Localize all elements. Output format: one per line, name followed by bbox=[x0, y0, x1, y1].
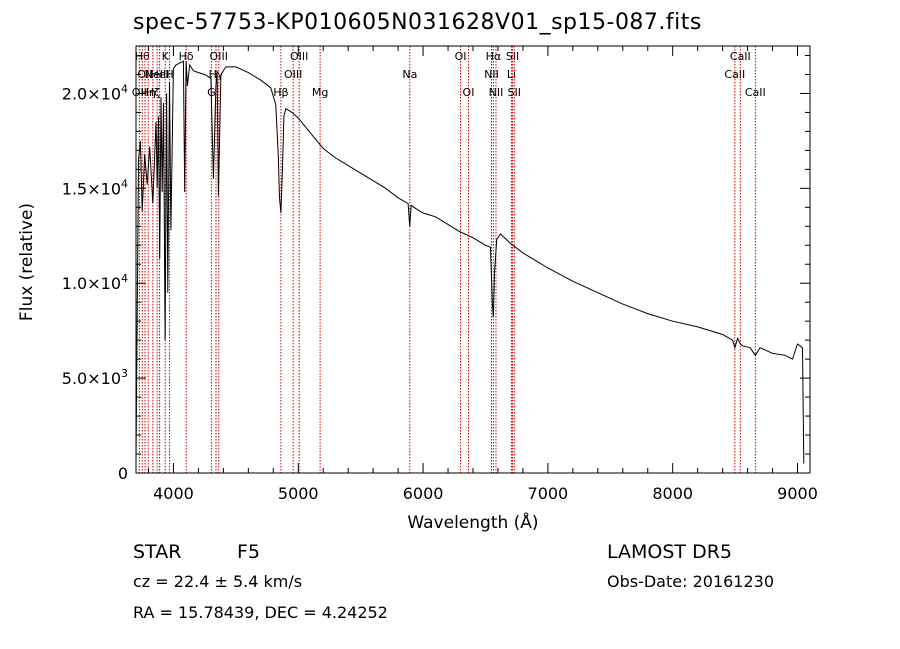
line-marker-label: Hδ bbox=[179, 50, 194, 63]
y-tick-mantissa: 1.0×10 bbox=[62, 274, 121, 293]
spectral-line-markers: OIIHθOIIHηHζNeIIIHeIKHHδGHγOIIIHβOIIIOII… bbox=[132, 46, 766, 473]
line-marker-label: OIII bbox=[284, 68, 302, 81]
x-tick-label: 4000 bbox=[153, 484, 194, 503]
line-marker-label: Na bbox=[402, 68, 417, 81]
line-marker-label: Li bbox=[507, 68, 516, 81]
line-marker-label: Hζ bbox=[146, 86, 160, 99]
line-marker-label: HeI bbox=[150, 68, 168, 81]
line-marker-label: Mg bbox=[312, 86, 328, 99]
line-marker-label: OIII bbox=[210, 50, 228, 63]
y-tick-exponent: 4 bbox=[121, 82, 128, 95]
survey-name: LAMOST DR5 bbox=[607, 541, 732, 563]
redshift-text: cz = 22.4 ± 5.4 km/s bbox=[133, 572, 303, 591]
chart-title: spec-57753-KP010605N031628V01_sp15-087.f… bbox=[133, 10, 702, 35]
line-marker-label: OII bbox=[137, 68, 152, 81]
y-tick-mantissa: 0 bbox=[118, 464, 128, 483]
line-marker-label: SII bbox=[506, 50, 519, 63]
line-marker-label: NII bbox=[489, 86, 504, 99]
line-marker-label: OIII bbox=[290, 50, 308, 63]
line-marker-label: Hα bbox=[486, 50, 502, 63]
y-tick-exponent: 4 bbox=[121, 177, 128, 190]
object-subclass: F5 bbox=[237, 541, 261, 563]
x-tick-label: 6000 bbox=[403, 484, 444, 503]
plot-frame bbox=[135, 45, 811, 474]
x-axis-label: Wavelength (Å) bbox=[407, 511, 538, 533]
line-marker-label: CaII bbox=[730, 50, 751, 63]
line-marker-label: Hη bbox=[141, 86, 156, 99]
y-tick-mantissa: 2.0×10 bbox=[62, 84, 121, 103]
y-tick-exponent: 4 bbox=[121, 272, 128, 285]
line-marker-label: Hθ bbox=[135, 50, 150, 63]
y-axis-label: Flux (relative) bbox=[17, 203, 37, 321]
y-tick-label: 1.0×104 bbox=[62, 272, 128, 293]
y-tick-mantissa: 1.5×10 bbox=[62, 179, 121, 198]
line-marker-label: OI bbox=[455, 50, 467, 63]
x-axis: 4000 5000 6000 7000 8000 9000 bbox=[147, 46, 818, 503]
x-tick-label: 8000 bbox=[652, 484, 693, 503]
line-marker-label: CaII bbox=[745, 86, 766, 99]
coordinates: RA = 15.78439, DEC = 4.24252 bbox=[133, 603, 388, 622]
line-marker-label: NeIII bbox=[145, 68, 170, 81]
y-tick-label: 0 bbox=[118, 464, 128, 483]
x-tick-label: 9000 bbox=[777, 484, 818, 503]
line-marker-label: NII bbox=[484, 68, 499, 81]
line-marker-label: H bbox=[165, 68, 173, 81]
x-tick-label: 5000 bbox=[278, 484, 319, 503]
obs-date: Obs-Date: 20161230 bbox=[607, 572, 775, 591]
y-tick-mantissa: 5.0×10 bbox=[62, 369, 121, 388]
y-tick-label: 1.5×104 bbox=[62, 177, 128, 198]
y-tick-exponent: 3 bbox=[121, 367, 128, 380]
object-class: STAR bbox=[133, 541, 182, 563]
y-tick-label: 5.0×103 bbox=[62, 367, 128, 388]
spectrum-line bbox=[135, 60, 805, 464]
line-marker-label: CaII bbox=[724, 68, 745, 81]
line-marker-label: K bbox=[162, 50, 170, 63]
x-tick-label: 7000 bbox=[528, 484, 569, 503]
line-marker-label: SII bbox=[508, 86, 521, 99]
line-marker-label: Hγ bbox=[209, 68, 224, 81]
line-marker-label: OI bbox=[463, 86, 475, 99]
line-marker-label: Hβ bbox=[273, 86, 288, 99]
y-tick-label: 2.0×104 bbox=[62, 82, 128, 103]
